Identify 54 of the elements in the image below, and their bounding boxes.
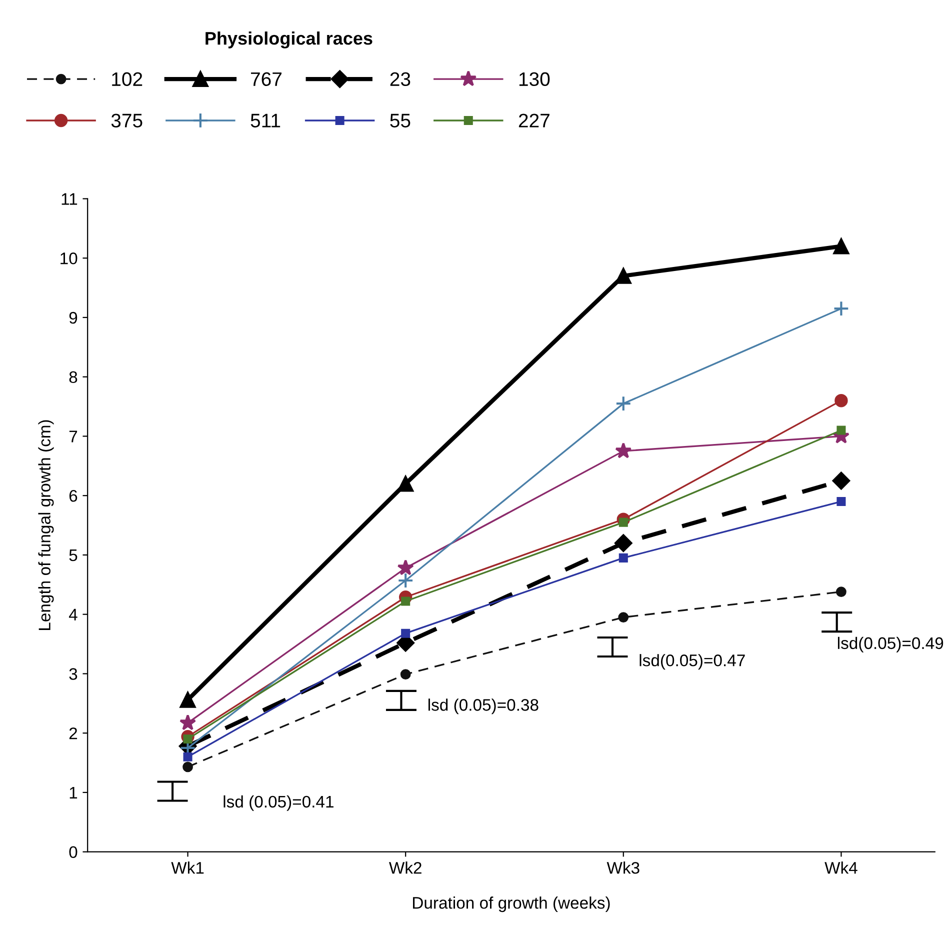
point — [614, 534, 632, 552]
y-tick-label: 11 — [62, 193, 78, 205]
point — [401, 596, 410, 606]
point — [397, 559, 414, 576]
annotation: lsd (0.05)=0.41 — [224, 795, 334, 811]
y-axis-title: Length of fungal growth (cm) — [38, 420, 54, 630]
y-tick-label: 5 — [69, 550, 78, 562]
annotation: lsd (0.05)=0.38 — [428, 698, 538, 714]
y-tick-label: 2 — [69, 727, 78, 740]
x-tick-label: Wk2 — [388, 862, 422, 874]
point — [833, 300, 850, 317]
x-axis-title: Duration of growth (weeks) — [413, 896, 610, 912]
y-tick-label: 10 — [60, 252, 78, 264]
y-tick-label: 6 — [69, 490, 78, 502]
y-tick-label: 8 — [69, 371, 78, 384]
x-tick-label: Wk4 — [824, 862, 858, 874]
point — [398, 476, 414, 492]
point — [179, 714, 196, 730]
point — [180, 692, 196, 708]
legend-label: 227 — [518, 114, 550, 128]
legend-label: 767 — [251, 72, 282, 86]
legend-label: 23 — [390, 72, 410, 86]
point — [182, 762, 193, 772]
y-tick-label: 1 — [70, 787, 78, 798]
annotation: lsd(0.05)=0.47 — [640, 654, 745, 670]
x-tick-label: Wk3 — [606, 862, 640, 874]
y-tick-label: 0 — [69, 846, 78, 858]
point — [615, 396, 632, 412]
point — [618, 553, 628, 562]
y-tick-label: 7 — [69, 430, 78, 442]
legend-label: 55 — [390, 114, 410, 128]
point — [832, 472, 850, 490]
point — [615, 442, 632, 458]
legend-label: 102 — [112, 72, 142, 86]
point — [836, 586, 846, 597]
point — [618, 612, 629, 623]
y-tick-label: 3 — [69, 668, 78, 680]
legend-label: 130 — [519, 72, 550, 86]
point — [401, 628, 410, 638]
point — [398, 572, 414, 588]
y-tick-label: 4 — [68, 608, 78, 620]
point — [183, 752, 192, 762]
point — [400, 669, 411, 680]
legend-title: Physiological races — [206, 31, 372, 48]
legend-label: 375 — [111, 114, 142, 128]
legend-label: 511 — [250, 114, 280, 128]
point — [615, 268, 632, 284]
point — [836, 426, 846, 435]
point — [833, 238, 850, 254]
x-tick-label: Wk1 — [171, 862, 204, 874]
point — [834, 394, 848, 408]
point — [836, 497, 846, 506]
y-tick-label: 9 — [69, 312, 78, 324]
annotation: lsd(0.05)=0.49 — [838, 636, 944, 652]
